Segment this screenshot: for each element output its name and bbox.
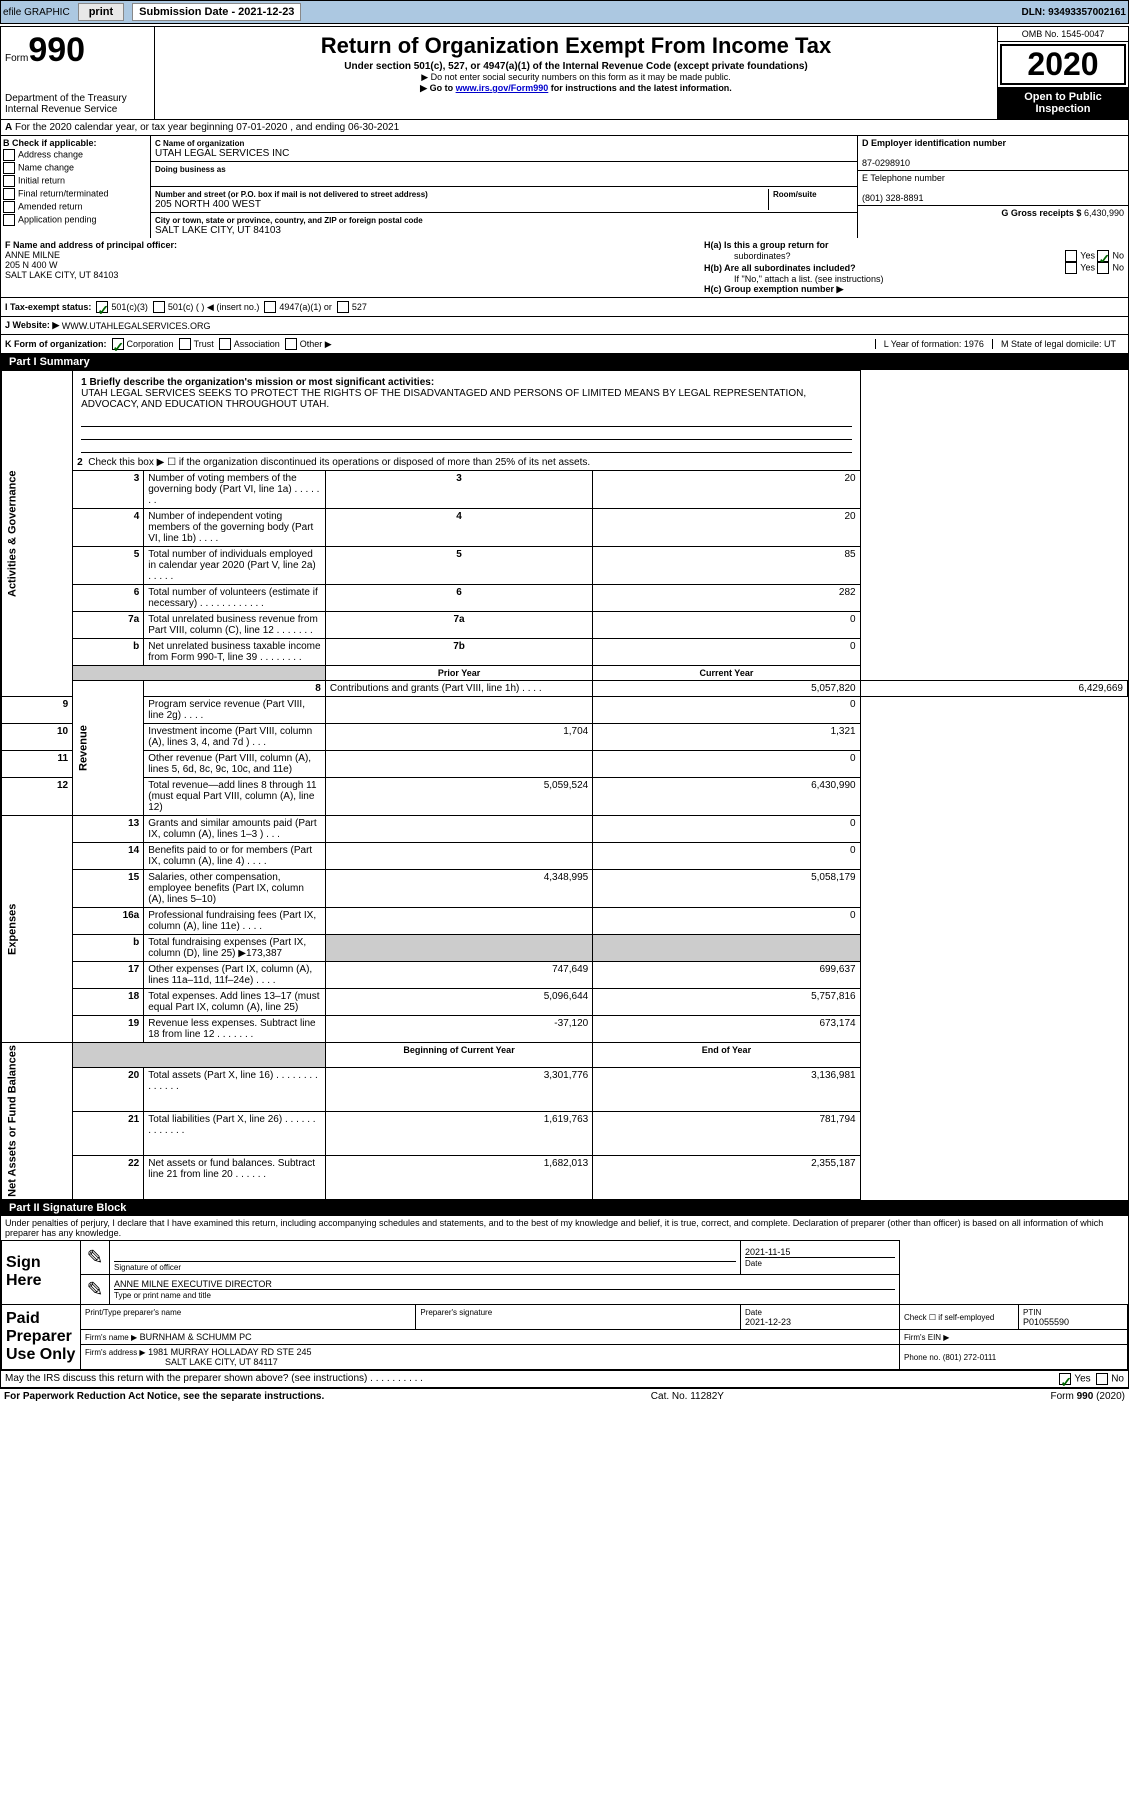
side-netassets: Net Assets or Fund Balances (2, 1043, 73, 1200)
line4-val: 20 (593, 509, 860, 547)
prep-date: 2021-12-23 (745, 1317, 791, 1327)
check-pending[interactable]: Application pending (3, 214, 148, 226)
discuss-no[interactable] (1096, 1373, 1108, 1385)
check-trust[interactable] (179, 338, 191, 350)
topbar: efile GRAPHIC print Submission Date - 20… (0, 0, 1129, 24)
check-name[interactable]: Name change (3, 162, 148, 174)
line6-val: 282 (593, 585, 860, 612)
line5-val: 85 (593, 547, 860, 585)
mission-text: UTAH LEGAL SERVICES SEEKS TO PROTECT THE… (81, 388, 806, 410)
section-c: C Name of organizationUTAH LEGAL SERVICE… (151, 136, 858, 238)
discuss-yes[interactable]: ✓ (1059, 1373, 1071, 1385)
efile-label: efile GRAPHIC (3, 7, 70, 18)
check-4947[interactable] (264, 301, 276, 313)
discuss-row: May the IRS discuss this return with the… (1, 1370, 1128, 1387)
firm-phone: Phone no. (801) 272-0111 (904, 1353, 996, 1362)
check-initial[interactable]: Initial return (3, 175, 148, 187)
firm-addr: 1981 MURRAY HOLLADAY RD STE 245 (148, 1347, 311, 1357)
irs-label: Internal Revenue Service (5, 104, 150, 115)
dept-label: Department of the Treasury (5, 93, 150, 104)
part2-header: Part II Signature Block (1, 1200, 1128, 1216)
form-title: Return of Organization Exempt From Incom… (159, 33, 993, 59)
website-row: J Website: ▶ WWW.UTAHLEGALSERVICES.ORG (1, 317, 1128, 335)
ein: 87-0298910 (862, 158, 910, 168)
print-button[interactable]: print (78, 3, 124, 21)
form-990: Form990 Department of the Treasury Inter… (0, 26, 1129, 1388)
check-527[interactable] (337, 301, 349, 313)
line-a-text: For the 2020 calendar year, or tax year … (15, 122, 399, 133)
form-subtitle: Under section 501(c), 527, or 4947(a)(1)… (159, 61, 993, 72)
line-k-row: K Form of organization: ✓ Corporation Tr… (1, 335, 1128, 354)
ptin: P01055590 (1023, 1317, 1069, 1327)
officer-name: ANNE MILNE (5, 250, 60, 260)
phone: (801) 328-8891 (862, 193, 924, 203)
ha-yes[interactable] (1065, 250, 1077, 262)
year-formation: L Year of formation: 1976 (875, 339, 992, 349)
check-501c3[interactable]: ✓ (96, 301, 108, 313)
form-number: Form990 (5, 31, 150, 70)
sig-date: 2021-11-15 (745, 1247, 790, 1257)
section-b: B Check if applicable: Address change Na… (1, 136, 151, 238)
ssn-note: ▶ Do not enter social security numbers o… (159, 72, 993, 83)
line7b-val: 0 (593, 639, 860, 666)
side-activities: Activities & Governance (2, 371, 73, 697)
irs-link[interactable]: www.irs.gov/Form990 (456, 83, 549, 93)
street-address: 205 NORTH 400 WEST (155, 199, 261, 210)
paid-preparer-label: Paid Preparer Use Only (2, 1304, 81, 1369)
check-address[interactable]: Address change (3, 149, 148, 161)
footer: For Paperwork Reduction Act Notice, see … (0, 1388, 1129, 1404)
side-revenue: Revenue (73, 681, 144, 816)
submission-date: Submission Date - 2021-12-23 (132, 3, 301, 21)
check-501c[interactable] (153, 301, 165, 313)
org-name: UTAH LEGAL SERVICES INC (155, 148, 289, 159)
officer-name-title: ANNE MILNE EXECUTIVE DIRECTOR (114, 1279, 272, 1289)
dln-label: DLN: 93493357002161 (1021, 7, 1126, 18)
open-public: Open to Public Inspection (998, 87, 1128, 119)
omb-number: OMB No. 1545-0047 (998, 27, 1128, 42)
firm-name: BURNHAM & SCHUMM PC (140, 1332, 252, 1342)
city-state-zip: SALT LAKE CITY, UT 84103 (155, 225, 281, 236)
signature-table: Sign Here ✎ Signature of officer 2021-11… (1, 1240, 1128, 1370)
check-amended[interactable]: Amended return (3, 201, 148, 213)
tax-status-row: I Tax-exempt status: ✓ 501(c)(3) 501(c) … (1, 298, 1128, 317)
line3-val: 20 (593, 471, 860, 509)
check-assoc[interactable] (219, 338, 231, 350)
line7a-val: 0 (593, 612, 860, 639)
hb-yes[interactable] (1065, 262, 1077, 274)
hb-no[interactable] (1097, 262, 1109, 274)
part1-header: Part I Summary (1, 354, 1128, 370)
side-expenses: Expenses (2, 816, 73, 1043)
tax-year: 2020 (1000, 44, 1126, 85)
section-h: H(a) Is this a group return for subordin… (700, 238, 1128, 297)
perjury-text: Under penalties of perjury, I declare th… (1, 1216, 1128, 1240)
check-other[interactable] (285, 338, 297, 350)
section-de: D Employer identification number87-02989… (858, 136, 1128, 238)
gross-receipts: 6,430,990 (1084, 208, 1124, 218)
section-f: F Name and address of principal officer:… (1, 238, 700, 297)
part1-table: Activities & Governance 1 Briefly descri… (1, 370, 1128, 1200)
sign-here-label: Sign Here (2, 1240, 81, 1304)
ha-no[interactable]: ✓ (1097, 250, 1109, 262)
state-domicile: M State of legal domicile: UT (992, 339, 1124, 349)
website-url: WWW.UTAHLEGALSERVICES.ORG (62, 321, 211, 331)
check-corp[interactable]: ✓ (112, 338, 124, 350)
link-note: ▶ Go to www.irs.gov/Form990 for instruct… (159, 83, 993, 94)
check-final[interactable]: Final return/terminated (3, 188, 148, 200)
